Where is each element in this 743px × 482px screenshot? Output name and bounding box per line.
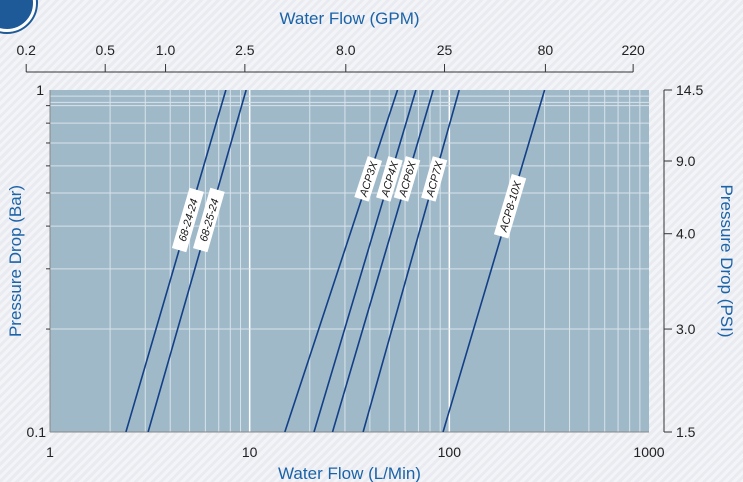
curve-acp7x	[362, 90, 460, 432]
top-tick-label: 0.2	[16, 42, 36, 58]
x-tick-label: 100	[438, 444, 462, 460]
top-tick-label: 0.5	[95, 42, 115, 58]
top-tick-label: 25	[437, 42, 453, 58]
y-axis-title: Pressure Drop (Bar)	[6, 185, 25, 337]
top-tick-label: 80	[538, 42, 554, 58]
y-tick-label: 0.1	[27, 424, 47, 440]
curve-label-box	[493, 174, 527, 239]
x-tick-label: 1000	[633, 444, 664, 460]
curve-label-box	[171, 187, 204, 253]
curve-label-box	[354, 156, 383, 202]
curve-acp3x	[284, 90, 399, 432]
x-tick-label: 10	[242, 444, 258, 460]
top-tick-label: 1.0	[156, 42, 176, 58]
top-tick-label: 2.5	[235, 42, 255, 58]
right-tick-label: 14.5	[676, 82, 703, 98]
right-tick-label: 4.0	[676, 226, 696, 242]
right-tick-label: 3.0	[676, 321, 696, 337]
curve-acp4x	[313, 90, 417, 432]
top-axis-title: Water Flow (GPM)	[279, 9, 419, 28]
right-tick-label: 9.0	[676, 153, 696, 169]
curve-label-box	[421, 156, 448, 202]
curve-label-box	[193, 187, 225, 253]
right-tick-label: 1.5	[676, 424, 696, 440]
curve-label-box	[376, 156, 403, 202]
curve-acp8-10x	[442, 90, 546, 432]
top-tick-label: 220	[621, 42, 645, 58]
y-tick-label: 1	[36, 82, 44, 98]
right-axis-title: Pressure Drop (PSI)	[717, 184, 736, 337]
plot-area	[50, 90, 649, 432]
curve-acp6x	[331, 90, 434, 432]
x-tick-label: 1	[46, 444, 54, 460]
curve-68-24-24	[125, 90, 227, 432]
top-tick-label: 8.0	[336, 42, 356, 58]
curve-label-box	[393, 156, 421, 202]
x-axis-title: Water Flow (L/Min)	[278, 464, 421, 482]
curve-68-25-24	[147, 90, 247, 432]
